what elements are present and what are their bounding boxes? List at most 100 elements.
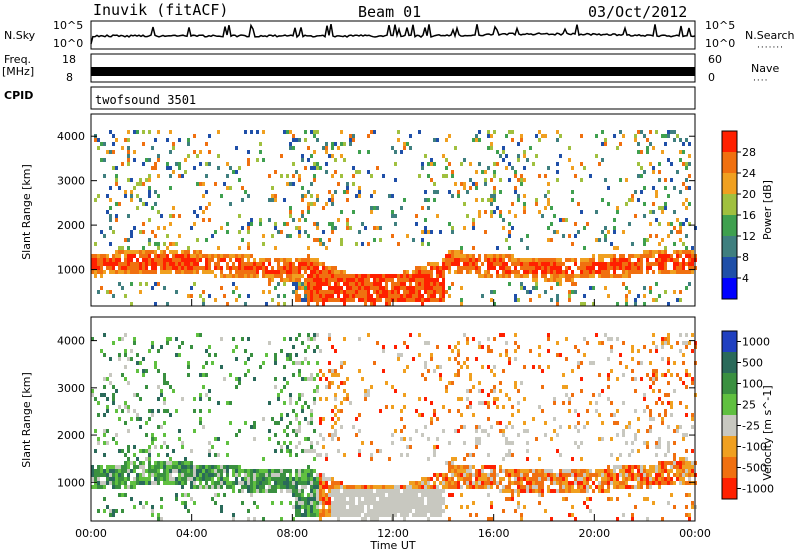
range-gate-cell <box>142 477 145 481</box>
range-gate-cell <box>493 389 496 393</box>
range-gate-cell <box>562 477 565 481</box>
range-gate-cell <box>391 278 394 282</box>
range-gate-cell <box>247 477 250 481</box>
range-gate-cell <box>277 485 280 489</box>
range-gate-cell <box>217 477 220 481</box>
range-gate-cell <box>655 401 658 405</box>
range-gate-cell <box>241 469 244 473</box>
range-gate-cell <box>133 409 136 413</box>
range-gate-cell <box>433 282 436 286</box>
range-gate-cell <box>490 477 493 481</box>
range-gate-cell <box>607 497 610 501</box>
range-gate-cell <box>445 258 448 262</box>
range-gate-cell <box>175 254 178 258</box>
range-gate-cell <box>598 473 601 477</box>
range-gate-cell <box>508 258 511 262</box>
range-gate-cell <box>214 182 217 186</box>
range-gate-cell <box>541 493 544 497</box>
range-gate-cell <box>652 298 655 302</box>
range-gate-cell <box>385 282 388 286</box>
range-gate-cell <box>565 477 568 481</box>
range-gate-cell <box>316 278 319 282</box>
range-gate-cell <box>385 381 388 385</box>
range-gate-cell <box>373 302 376 306</box>
range-gate-cell <box>649 254 652 258</box>
range-gate-cell <box>385 294 388 298</box>
range-gate-cell <box>325 162 328 166</box>
range-gate-cell <box>160 389 163 393</box>
range-gate-cell <box>235 377 238 381</box>
range-gate-cell <box>127 250 130 254</box>
range-gate-cell <box>301 497 304 501</box>
range-gate-cell <box>214 485 217 489</box>
range-gate-cell <box>322 230 325 234</box>
range-gate-cell <box>208 345 211 349</box>
range-gate-cell <box>580 473 583 477</box>
range-gate-cell <box>493 130 496 134</box>
range-gate-cell <box>436 290 439 294</box>
range-gate-cell <box>361 286 364 290</box>
range-gate-cell <box>664 206 667 210</box>
range-gate-cell <box>526 234 529 238</box>
range-gate-cell <box>316 282 319 286</box>
range-gate-cell <box>154 190 157 194</box>
range-gate-cell <box>280 517 283 521</box>
range-gate-cell <box>658 266 661 270</box>
range-gate-cell <box>175 461 178 465</box>
range-gate-cell <box>544 469 547 473</box>
range-gate-cell <box>325 453 328 457</box>
range-gate-cell <box>313 130 316 134</box>
range-gate-cell <box>139 178 142 182</box>
range-gate-cell <box>289 469 292 473</box>
range-gate-cell <box>649 262 652 266</box>
range-gate-cell <box>460 473 463 477</box>
range-gate-cell <box>508 485 511 489</box>
range-gate-cell <box>310 441 313 445</box>
range-gate-cell <box>520 485 523 489</box>
range-gate-cell <box>658 485 661 489</box>
range-gate-cell <box>475 134 478 138</box>
range-gate-cell <box>550 489 553 493</box>
range-gate-cell <box>154 361 157 365</box>
range-gate-cell <box>184 481 187 485</box>
range-gate-cell <box>235 274 238 278</box>
range-gate-cell <box>433 294 436 298</box>
range-gate-cell <box>280 274 283 278</box>
range-gate-cell <box>364 290 367 294</box>
range-gate-cell <box>601 469 604 473</box>
range-gate-cell <box>535 469 538 473</box>
range-gate-cell <box>244 421 247 425</box>
range-gate-cell <box>301 274 304 278</box>
range-gate-cell <box>508 497 511 501</box>
range-gate-cell <box>451 254 454 258</box>
range-gate-cell <box>424 298 427 302</box>
range-gate-cell <box>487 262 490 266</box>
range-gate-cell <box>181 501 184 505</box>
range-gate-cell <box>151 206 154 210</box>
range-gate-cell <box>139 250 142 254</box>
range-gate-cell <box>508 453 511 457</box>
range-gate-cell <box>370 206 373 210</box>
range-gate-cell <box>409 146 412 150</box>
range-gate-cell <box>622 341 625 345</box>
range-gate-cell <box>199 393 202 397</box>
range-gate-cell <box>289 214 292 218</box>
range-gate-cell <box>478 481 481 485</box>
range-gate-cell <box>370 298 373 302</box>
range-gate-cell <box>442 473 445 477</box>
range-gate-cell <box>295 433 298 437</box>
range-gate-cell <box>355 294 358 298</box>
range-gate-cell <box>547 469 550 473</box>
range-gate-cell <box>424 425 427 429</box>
range-gate-cell <box>574 234 577 238</box>
range-gate-cell <box>658 222 661 226</box>
range-gate-cell <box>394 274 397 278</box>
range-gate-cell <box>403 298 406 302</box>
range-gate-cell <box>268 437 271 441</box>
range-gate-cell <box>508 162 511 166</box>
range-gate-cell <box>430 262 433 266</box>
range-gate-cell <box>442 489 445 493</box>
range-gate-cell <box>301 469 304 473</box>
range-gate-cell <box>397 357 400 361</box>
range-gate-cell <box>307 473 310 477</box>
